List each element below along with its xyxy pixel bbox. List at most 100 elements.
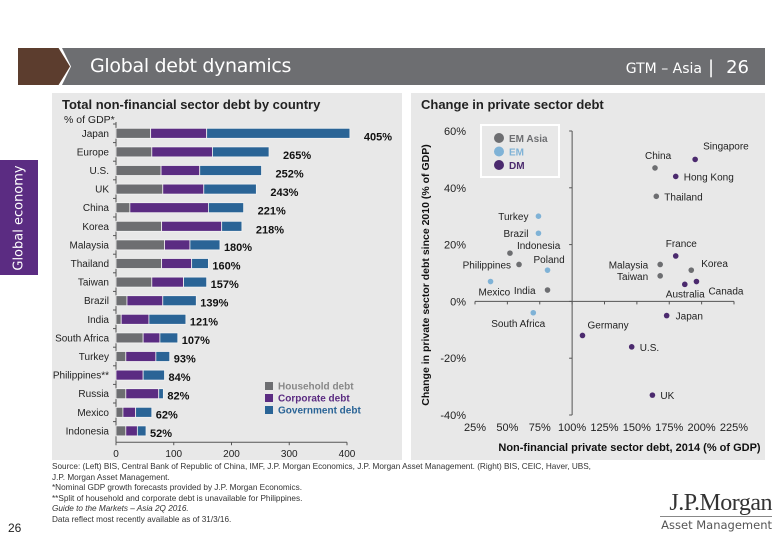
point-label: Hong Kong [684, 172, 734, 183]
x-tick-label: 400 [339, 449, 356, 460]
bar-segment-household-debt [115, 127, 152, 139]
legend-label: Corporate debt [278, 394, 350, 405]
as-of-note: Data reflect most recently available as … [52, 514, 232, 524]
left-chart-title: Total non-financial sector debt by count… [62, 97, 321, 112]
bar-segment-household-debt [115, 388, 127, 400]
bar-segment-corporate-debt [164, 239, 191, 251]
legend-swatch [265, 382, 273, 390]
bar-segment-corporate-debt [161, 220, 223, 232]
scatter-point [544, 287, 551, 293]
total-label: 121% [190, 316, 218, 328]
bar-segment-household-debt [115, 146, 153, 158]
point-label: Turkey [498, 212, 528, 223]
category-label: Philippines** [53, 371, 109, 382]
bar-segment-corporate-debt [125, 388, 160, 400]
bar-segment-government-debt [155, 351, 171, 362]
x-tick-label: 200% [688, 422, 716, 434]
bar-segment-government-debt [158, 388, 164, 400]
section-side-tab: Global economy [0, 160, 38, 275]
legend-label: EM Asia [509, 134, 548, 145]
bar-segment-household-debt [115, 406, 124, 418]
total-label: 243% [270, 187, 298, 199]
scatter-point [507, 250, 513, 256]
point-label: UK [660, 391, 674, 402]
point-label: Korea [701, 259, 728, 270]
bar-segment-corporate-debt [122, 406, 137, 418]
point-label: Singapore [703, 141, 749, 152]
category-label: UK [95, 185, 109, 196]
bar-segment-government-debt [162, 295, 197, 307]
category-label: Europe [77, 147, 110, 158]
source-note-cont: J.P. Morgan Asset Management. [52, 472, 170, 482]
footnote-1: *Nominal GDP growth forecasts provided b… [52, 483, 302, 493]
header-accent [18, 48, 70, 85]
category-label: Brazil [84, 296, 109, 307]
header-page-number: 26 [726, 57, 749, 78]
bar-segment-corporate-debt [129, 202, 209, 214]
footer-page-number: 26 [8, 521, 22, 535]
scatter-point [535, 213, 542, 219]
left-chart-subtitle: % of GDP* [64, 114, 115, 126]
category-label: U.S. [90, 166, 109, 177]
total-label: 160% [212, 261, 240, 273]
right-chart-title: Change in private sector debt [421, 97, 604, 112]
point-label: France [666, 239, 698, 250]
bar-segment-household-debt [115, 183, 164, 195]
x-tick-label: 125% [590, 422, 618, 434]
y-tick-label: 60% [444, 126, 466, 138]
bar-segment-government-debt [142, 369, 165, 381]
bar-segment-government-debt [191, 258, 209, 269]
scatter-point [653, 193, 660, 200]
total-label: 62% [156, 409, 178, 421]
point-label: Brazil [503, 229, 528, 240]
logo-main: J.P.Morgan [660, 490, 773, 517]
scatter-point [657, 261, 663, 268]
right-chart-panel: Change in private sector debt 60% 40% 20% 0… [411, 93, 765, 460]
point-label: Germany [587, 320, 628, 331]
y-tick-label: 20% [444, 240, 466, 252]
scatter-chart: 60% 40% 20% 0% -20% -40%25% 50% 75% 100% 125% 150%… [420, 124, 761, 454]
bar-segment-government-debt [135, 406, 153, 418]
x-tick-label: 100% [558, 422, 586, 434]
y-tick-label: 0% [450, 296, 466, 308]
bar-segment-corporate-debt [161, 258, 193, 269]
scatter-point [688, 267, 695, 273]
total-label: 252% [276, 169, 304, 181]
total-label: 107% [182, 335, 210, 347]
point-label: Thailand [664, 192, 702, 203]
x-tick-label: 100 [165, 449, 182, 460]
category-label: Turkey [79, 352, 109, 363]
bar-segment-household-debt [115, 258, 163, 269]
total-label: 265% [283, 150, 311, 162]
section-label: GTM – Asia [625, 61, 703, 77]
legend-label: EM [509, 148, 524, 159]
bar-segment-household-debt [115, 165, 162, 176]
x-tick-label: 200 [223, 449, 240, 460]
header-right: GTM – Asia | 26 [626, 57, 749, 78]
y-axis-title: Change in private sector debt since 2010… [420, 144, 432, 405]
scatter-point [579, 332, 586, 339]
bar-segment-government-debt [183, 276, 208, 288]
bar-segment-corporate-debt [125, 425, 138, 437]
footnotes: Source: (Left) BIS, Central Bank of Repu… [52, 462, 591, 526]
bar-segment-corporate-debt [151, 276, 184, 288]
header-bar [62, 48, 765, 85]
legend-label: Government debt [278, 406, 361, 417]
scatter-point [663, 312, 670, 319]
bar-segment-government-debt [206, 127, 351, 139]
scatter-point [535, 230, 542, 237]
bar-segment-household-debt [115, 276, 153, 288]
category-label: Malaysia [70, 240, 110, 251]
scatter-point [657, 273, 663, 279]
category-label: China [83, 203, 110, 214]
bar-segment-household-debt [115, 202, 131, 214]
y-tick-label: -40% [440, 410, 466, 422]
point-label: China [645, 151, 672, 162]
y-tick-label: 40% [444, 183, 466, 195]
bar-segment-government-debt [203, 183, 257, 195]
bar-segment-corporate-debt [160, 165, 201, 176]
legend-box [480, 124, 560, 178]
legend-label: Household debt [278, 382, 354, 393]
bar-segment-government-debt [159, 332, 179, 344]
point-label: Poland [534, 255, 565, 266]
